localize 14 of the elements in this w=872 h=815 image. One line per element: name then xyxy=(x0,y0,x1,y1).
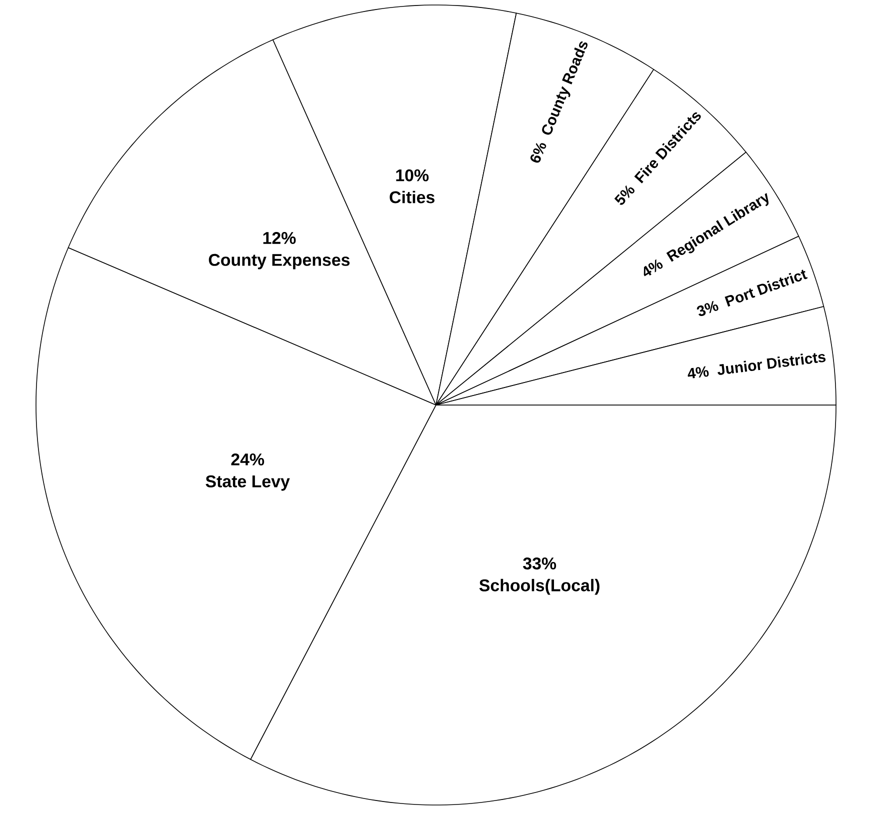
data-label: 33% xyxy=(523,557,556,570)
data-label: 6% xyxy=(530,142,546,163)
data-label: 24% xyxy=(231,453,264,466)
data-label: 12% xyxy=(263,232,296,244)
slice-label: County Expenses xyxy=(208,254,350,270)
slice-label: Cities xyxy=(390,190,434,204)
slice-label: State Levy xyxy=(206,475,290,491)
data-label: 4% xyxy=(688,366,709,378)
data-label: 10% xyxy=(396,169,429,182)
slice-label: Junior Districts xyxy=(718,353,826,375)
slice-label: Schools(Local) xyxy=(479,578,600,595)
data-label: 3% xyxy=(696,300,718,316)
data-label: 5% xyxy=(614,185,634,205)
data-label: 4% xyxy=(644,259,663,276)
